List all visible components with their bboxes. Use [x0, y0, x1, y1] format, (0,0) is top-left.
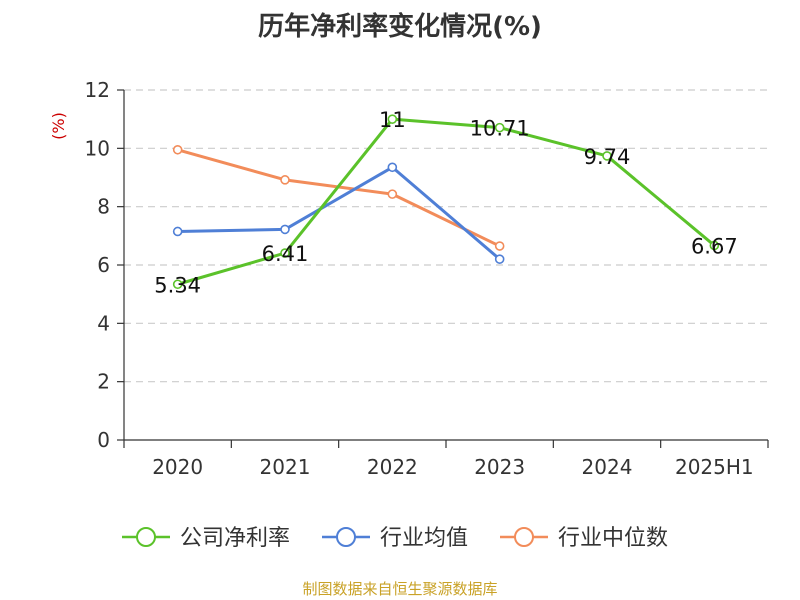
data-point [709, 240, 720, 251]
source-note: 制图数据来自恒生聚源数据库 [302, 580, 498, 598]
y-tick-label: 0 [97, 428, 110, 452]
y-tick-label: 8 [97, 195, 110, 219]
legend-item[interactable]: 行业均值 [322, 526, 468, 551]
y-tick-label: 4 [97, 311, 110, 335]
series-lines [172, 114, 720, 290]
legend-swatch-marker [514, 527, 534, 547]
data-point [602, 151, 612, 161]
data-label: 11 [379, 108, 406, 132]
legend-label: 公司净利率 [180, 526, 290, 551]
y-tick-label: 2 [97, 370, 110, 394]
x-tick-label: 2024 [582, 455, 633, 479]
data-point [280, 175, 290, 185]
data-point [494, 122, 505, 133]
series-line-1 [177, 165, 501, 261]
data-label: 6.41 [262, 242, 309, 266]
legend-swatch-marker [336, 527, 356, 547]
data-point [280, 224, 290, 235]
legend-swatch-marker [136, 527, 156, 547]
data-point [280, 248, 290, 258]
data-point [172, 279, 183, 290]
legend-item[interactable]: 行业中位数 [500, 526, 668, 551]
data-point [387, 114, 398, 124]
legend-label: 行业均值 [380, 526, 468, 551]
legend: 公司净利率 行业均值 行业中位数 [122, 526, 668, 551]
data-label: 5.34 [154, 273, 201, 297]
y-axis-unit-label: (%) [49, 112, 68, 140]
legend-item[interactable]: 公司净利率 [122, 526, 290, 551]
data-point [494, 254, 505, 264]
data-label: 9.74 [584, 145, 631, 169]
gridlines [124, 89, 768, 383]
series-line-0 [177, 117, 716, 286]
data-point [387, 189, 398, 199]
axes: 0 2 4 6 8 10 12 2020 2021 2022 2023 2024 2025H1 (%) [49, 78, 769, 479]
x-tick-label: 2023 [474, 455, 525, 479]
x-tick-label: 2025H1 [675, 455, 754, 479]
data-label: 10.71 [470, 117, 530, 141]
data-point [172, 226, 183, 237]
x-tick-label: 2021 [260, 455, 311, 479]
legend-label: 行业中位数 [558, 526, 668, 551]
x-tick-label: 2022 [367, 455, 418, 479]
data-point [172, 144, 183, 155]
data-point [387, 162, 398, 173]
data-label: 6.67 [691, 234, 738, 258]
y-tick-label: 12 [85, 78, 110, 102]
y-tick-label: 10 [85, 136, 110, 160]
y-tick-label: 6 [97, 253, 110, 277]
data-point [494, 241, 505, 251]
chart-title: 历年净利率变化情况(%) [258, 12, 542, 42]
x-tick-label: 2020 [152, 455, 203, 479]
data-labels: 5.34 6.41 11 10.71 9.74 6.67 [154, 108, 737, 297]
